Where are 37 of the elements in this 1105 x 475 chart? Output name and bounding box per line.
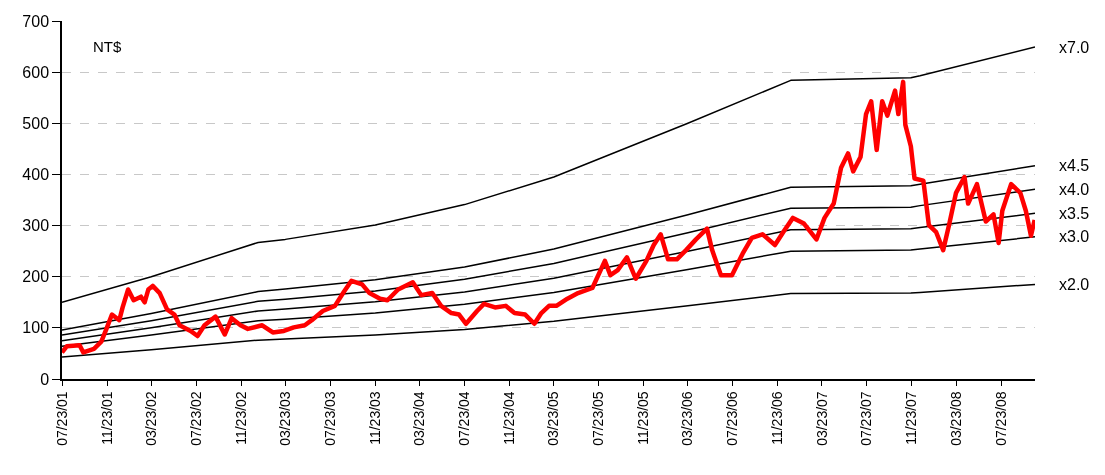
y-tick-label: 0 bbox=[40, 370, 50, 388]
x-tick-label: 03/23/03 bbox=[276, 391, 293, 446]
y-tick-label: 500 bbox=[22, 114, 50, 132]
series-label: x7.0 bbox=[1059, 39, 1090, 56]
y-tick-label: 300 bbox=[22, 217, 50, 235]
x-tick-label: 07/23/02 bbox=[187, 391, 204, 446]
x-tick-label: 03/23/06 bbox=[679, 391, 696, 446]
x-tick-label: 07/23/04 bbox=[456, 391, 473, 446]
y-tick-label: 100 bbox=[22, 319, 50, 337]
x-tick-label: 03/23/05 bbox=[545, 391, 562, 446]
x-tick-label: 11/23/02 bbox=[232, 391, 249, 445]
y-tick-label: 400 bbox=[22, 166, 50, 184]
y-tick-label: 700 bbox=[22, 12, 50, 30]
series-label: x2.0 bbox=[1059, 276, 1090, 293]
series-label: x4.5 bbox=[1059, 157, 1090, 174]
x-tick-label: 07/23/06 bbox=[724, 391, 741, 446]
x-tick-label: 11/23/04 bbox=[501, 391, 518, 445]
x-tick-label: 07/23/01 bbox=[53, 391, 70, 446]
x-tick-label: 03/23/02 bbox=[142, 391, 159, 446]
y-tick-label: 200 bbox=[22, 268, 50, 286]
y-tick-label: 600 bbox=[22, 63, 50, 81]
x-tick-label: 11/23/07 bbox=[903, 391, 920, 445]
x-tick-label: 11/23/01 bbox=[98, 391, 115, 445]
x-tick-label: 07/23/03 bbox=[321, 391, 338, 446]
x-tick-label: 03/23/08 bbox=[947, 391, 964, 446]
x-tick-label: 11/23/03 bbox=[366, 391, 383, 445]
x-tick-label: 07/23/07 bbox=[858, 391, 875, 446]
x-tick-label: 03/23/04 bbox=[411, 391, 428, 446]
series-label: x3.0 bbox=[1059, 228, 1090, 245]
series-label: x3.5 bbox=[1059, 205, 1090, 222]
annotation: NT$ bbox=[93, 38, 122, 55]
x-tick-label: 03/23/07 bbox=[813, 391, 830, 446]
x-tick-label: 11/23/06 bbox=[769, 391, 786, 445]
series-label: x4.0 bbox=[1059, 181, 1090, 198]
x-tick-label: 07/23/05 bbox=[590, 391, 607, 446]
x-tick-label: 07/23/08 bbox=[992, 391, 1009, 446]
x-tick-label: 11/23/05 bbox=[635, 391, 652, 445]
